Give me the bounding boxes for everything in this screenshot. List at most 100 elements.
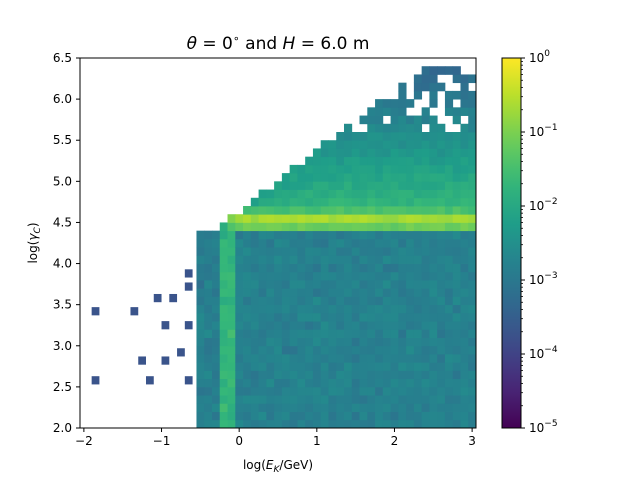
- heatmap-cell: [452, 132, 461, 141]
- heatmap-cell: [429, 123, 438, 133]
- heatmap-cell: [91, 307, 100, 316]
- heatmap-cell: [130, 307, 139, 316]
- heatmap-cell: [297, 337, 306, 347]
- heatmap-cell: [328, 247, 337, 256]
- heatmap-cell: [305, 345, 314, 355]
- heatmap-cell: [382, 247, 391, 256]
- heatmap-cell: [281, 329, 291, 338]
- heatmap-cell: [437, 82, 446, 92]
- heatmap-cell: [390, 395, 399, 404]
- heatmap-cell: [390, 222, 399, 232]
- heatmap-cell: [421, 238, 430, 248]
- heatmap-cell: [235, 214, 244, 223]
- heatmap-cell: [320, 271, 329, 281]
- heatmap-cell: [258, 370, 267, 380]
- heatmap-cell: [429, 419, 438, 428]
- heatmap-cell: [375, 263, 384, 273]
- heatmap-cell: [413, 403, 423, 412]
- heatmap-cell: [382, 354, 391, 363]
- heatmap-cell: [312, 148, 322, 158]
- heatmap-cell: [421, 140, 430, 149]
- heatmap-cell: [468, 214, 476, 223]
- heatmap-cell: [196, 386, 205, 396]
- heatmap-cell: [437, 189, 446, 199]
- colorbar-axis: 100 10−1 10−2 10−3 10−4 10−5: [521, 49, 558, 435]
- heatmap-cell: [375, 419, 384, 428]
- heatmap-cell: [398, 329, 407, 338]
- heatmap-cell: [390, 164, 399, 174]
- heatmap-cell: [266, 403, 275, 412]
- heatmap-cell: [258, 395, 267, 404]
- heatmap-cell: [406, 99, 415, 108]
- heatmap-cell: [437, 395, 446, 404]
- heatmap-cell: [266, 238, 275, 248]
- heatmap-cell: [250, 247, 259, 256]
- heatmap-cell: [336, 214, 345, 223]
- heatmap-cell: [312, 271, 322, 281]
- heatmap-cell: [367, 386, 376, 396]
- heatmap-cell: [196, 280, 205, 289]
- heatmap-cell: [235, 263, 244, 273]
- heatmap-cell: [375, 329, 384, 338]
- heatmap-cell: [367, 263, 376, 273]
- heatmap-cell: [468, 271, 476, 281]
- heatmap-cell: [243, 337, 252, 347]
- heatmap-cell: [227, 386, 236, 396]
- heatmap-cell: [452, 345, 461, 355]
- heatmap-cell: [312, 206, 322, 215]
- heatmap-cell: [452, 304, 461, 314]
- heatmap-cell: [429, 362, 438, 371]
- heatmap-cell: [367, 255, 376, 264]
- heatmap-cell: [219, 345, 228, 355]
- heatmap-cell: [398, 288, 407, 297]
- heatmap-cell: [289, 247, 298, 256]
- heatmap-cell: [359, 280, 368, 289]
- heatmap-cell: [406, 337, 415, 347]
- heatmap-cell: [452, 312, 461, 322]
- heatmap-cell: [460, 403, 469, 412]
- heatmap-cell: [367, 296, 376, 306]
- heatmap-cell: [460, 280, 469, 289]
- heatmap-cell: [390, 132, 399, 141]
- heatmap-cell: [382, 156, 391, 166]
- heatmap-cell: [444, 271, 454, 281]
- heatmap-cell: [359, 222, 368, 232]
- heatmap-cell: [390, 329, 399, 338]
- heatmap-cell: [444, 156, 454, 166]
- heatmap-cell: [336, 140, 345, 149]
- heatmap-cell: [367, 337, 376, 347]
- heatmap-cell: [398, 386, 407, 396]
- y-axis: 2.0 2.5 3.0 3.5 4.0 4.5 5.0 5.5 6.0 6.5: [53, 51, 80, 435]
- heatmap-cell: [351, 222, 360, 232]
- heatmap-cell: [375, 255, 384, 264]
- heatmap-cell: [305, 181, 314, 190]
- heatmap-cell: [250, 386, 259, 396]
- heatmap-cell: [243, 411, 252, 421]
- heatmap-cell: [227, 214, 236, 223]
- x-axis: −2 −1 0 1 2 3: [75, 428, 476, 448]
- heatmap-cell: [406, 132, 415, 141]
- heatmap-cell: [452, 288, 461, 297]
- heatmap-cell: [375, 222, 384, 232]
- heatmap-cell: [320, 312, 329, 322]
- heatmap-cell: [153, 293, 162, 303]
- heatmap-cell: [460, 370, 469, 380]
- heatmap-cell: [219, 411, 228, 421]
- heatmap-cell: [382, 411, 391, 421]
- heatmap-cell: [375, 296, 384, 306]
- heatmap-cell: [382, 362, 391, 371]
- heatmap-cell: [452, 140, 461, 149]
- heatmap-cell: [444, 222, 454, 232]
- heatmap-cell: [274, 337, 283, 347]
- heatmap-cell: [398, 123, 407, 133]
- heatmap-cell: [266, 280, 275, 289]
- heatmap-cell: [437, 280, 446, 289]
- heatmap-cell: [460, 74, 469, 84]
- heatmap-cell: [367, 395, 376, 404]
- heatmap-cell: [235, 230, 244, 240]
- heatmap-cell: [312, 395, 322, 404]
- heatmap-cell: [429, 345, 438, 355]
- heatmap-cell: [250, 411, 259, 421]
- heatmap-cell: [413, 132, 423, 141]
- heatmap-cell: [429, 370, 438, 380]
